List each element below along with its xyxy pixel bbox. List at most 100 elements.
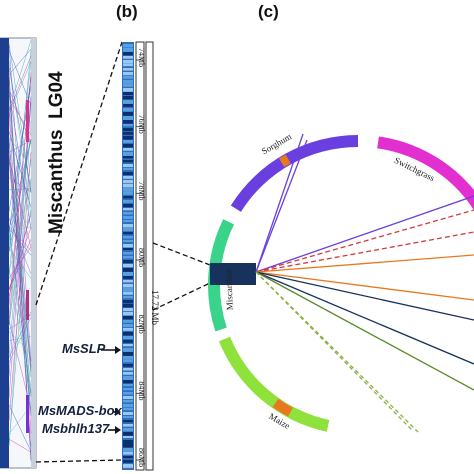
chromosome-band	[123, 180, 133, 184]
chromosome-band	[123, 200, 133, 203]
chromosome-band	[123, 460, 133, 463]
chromosome-band	[123, 156, 133, 159]
chromosome-band	[123, 228, 133, 232]
chromosome-band	[123, 340, 133, 343]
chromosome-band	[123, 320, 133, 323]
chromosome-band	[123, 284, 133, 288]
strip-link	[8, 48, 32, 75]
strip-link	[8, 42, 32, 193]
strip-link	[8, 50, 32, 276]
chromosome-band	[123, 416, 133, 419]
strip-link	[8, 139, 32, 252]
chromosome-band	[123, 72, 133, 76]
scale-column: 74Mb 76Mb 78Mb 80Mb 82Mb 84Mb 86Mb 17.72 Mb	[135, 41, 160, 471]
strip-link	[8, 226, 32, 397]
chromosome-bar	[122, 42, 134, 470]
chromosome-band	[123, 236, 133, 239]
chromosome-band	[123, 268, 133, 272]
chromosome-band	[123, 276, 133, 279]
chromosome-band	[123, 52, 133, 56]
chromosome-band	[123, 392, 133, 395]
chromosome-band	[123, 396, 133, 400]
chromosome-band	[123, 464, 133, 468]
chromosome-band	[123, 288, 133, 292]
chromosome-band	[123, 324, 133, 328]
strip-link	[8, 233, 32, 411]
chromosome-band	[123, 344, 133, 347]
chromosome-band	[123, 84, 133, 87]
strip-link	[8, 55, 32, 112]
strip-link	[8, 226, 32, 232]
chromosome-band	[123, 48, 133, 52]
chromosome-band	[123, 316, 133, 320]
synteny-link	[255, 254, 474, 273]
lg-name: LG04	[46, 71, 67, 119]
segment-gap	[222, 219, 234, 226]
chromosome-band	[123, 240, 133, 243]
chromosome-band	[123, 328, 133, 331]
species-name: Miscanthus	[46, 129, 67, 234]
strip-link	[8, 67, 32, 192]
strip-link	[8, 336, 32, 341]
strip-link	[8, 61, 32, 115]
scale-tick-label: 82Mb	[137, 315, 146, 334]
panel-c-label: (c)	[258, 2, 279, 21]
gene-label-msbhlh137: Msbhlh137	[42, 421, 110, 436]
synteny-link	[255, 195, 474, 273]
synteny-link	[255, 231, 474, 273]
chromosome-band	[123, 96, 133, 100]
chromosome-band	[123, 368, 133, 371]
synteny-link	[255, 271, 474, 391]
strip-link	[8, 218, 32, 274]
chromosome-band	[123, 196, 133, 199]
strip-link	[8, 91, 32, 229]
sorghum-accent	[279, 154, 291, 168]
strip-link	[8, 227, 32, 290]
chromosome-band	[123, 124, 133, 127]
segment-miscanthus	[208, 219, 234, 332]
chromosome-band	[123, 128, 133, 132]
panel-a-strip	[0, 37, 37, 469]
chromosome-band	[123, 376, 133, 380]
chromosome-band	[123, 208, 133, 211]
chromosome-band	[123, 120, 133, 124]
chromosome-band	[123, 372, 133, 375]
scale-tick-label: 76Mb	[137, 115, 146, 134]
chromosome-band	[123, 116, 133, 120]
chromosome-band	[123, 168, 133, 171]
strip-link	[8, 98, 32, 377]
chromosome-band	[123, 304, 133, 308]
chromosome-band	[123, 188, 133, 192]
chromosome-band	[123, 356, 133, 360]
chromosome-band	[123, 248, 133, 251]
chromosome-band	[123, 448, 133, 452]
chromosome-band	[123, 308, 133, 312]
strip-link	[8, 50, 32, 106]
chromosome-band	[123, 428, 133, 432]
maize-accent	[272, 398, 293, 417]
chromosome-band	[123, 436, 133, 439]
chromosome-band	[123, 60, 133, 64]
panel-b-label: (b)	[116, 2, 138, 21]
chromosome-band	[123, 252, 133, 255]
strip-link	[8, 152, 32, 421]
synteny-link	[255, 271, 474, 301]
gene-label-msmads-box: MsMADS-box	[38, 403, 122, 418]
synteny-link	[255, 209, 474, 273]
strip-link	[8, 404, 32, 452]
chromosome-band	[123, 424, 133, 427]
linkage-group-title: Miscanthus LG04	[46, 71, 68, 234]
chromosome-band	[123, 388, 133, 391]
synteny-link	[255, 139, 308, 273]
strip-link	[8, 141, 32, 416]
scale-tick-label: 80Mb	[137, 248, 146, 267]
chromosome-band	[123, 192, 133, 195]
chromosome-band	[123, 404, 133, 408]
synteny-link	[255, 271, 419, 433]
chromosome-band	[123, 216, 133, 220]
segment-maize	[218, 336, 330, 432]
label-miscanthus: Miscanthus	[223, 268, 234, 310]
chromosome-band	[123, 64, 133, 67]
chromosome-band	[123, 68, 133, 71]
chromosome-band	[123, 444, 133, 448]
